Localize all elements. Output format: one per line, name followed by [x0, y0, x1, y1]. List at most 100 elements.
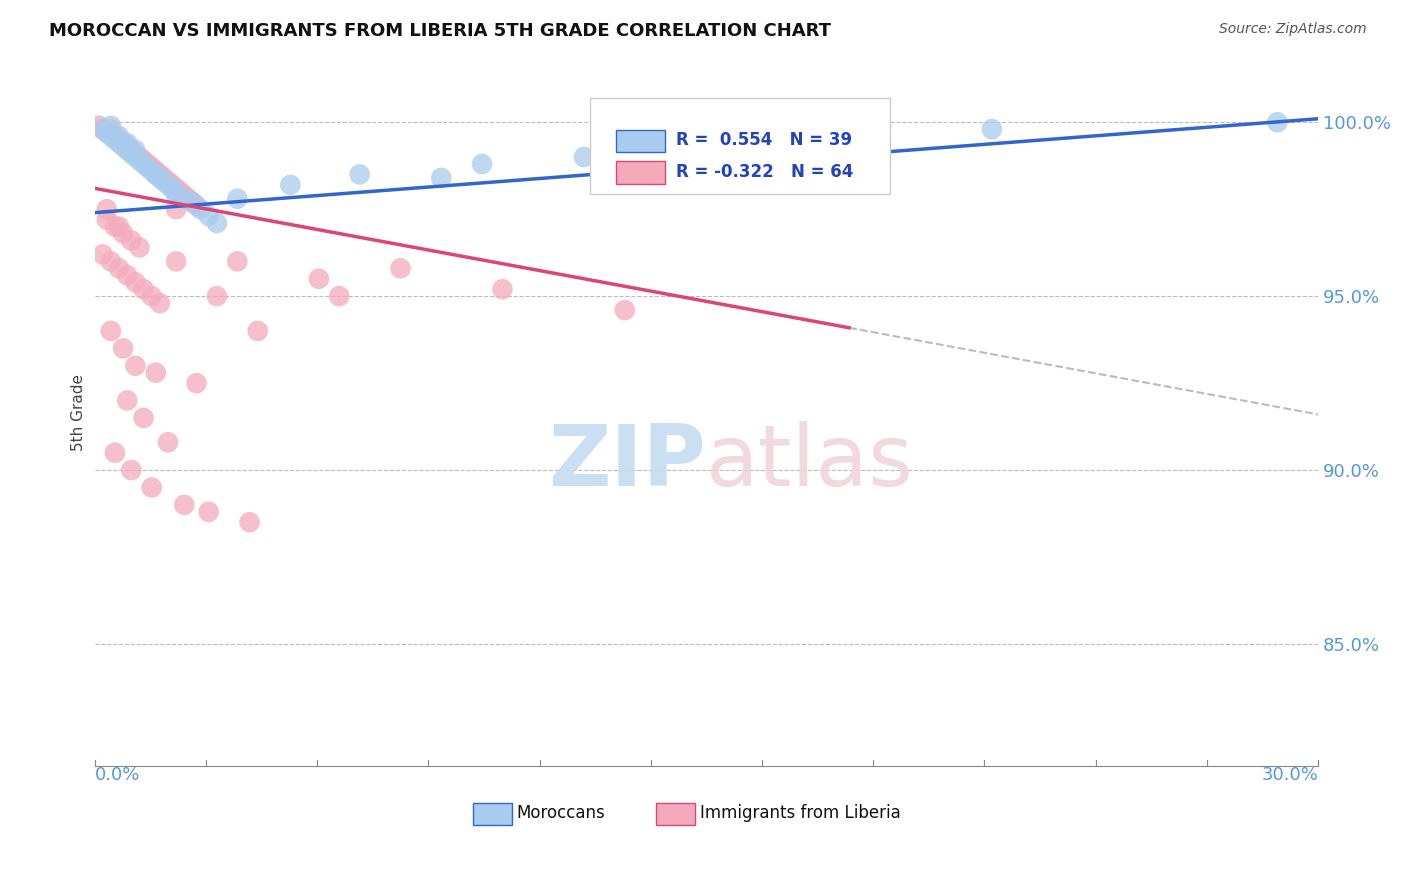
- Point: [141, 164, 163, 178]
- Point: [145, 168, 167, 182]
- Point: [169, 185, 191, 199]
- Point: [91, 122, 114, 136]
- Point: [226, 192, 249, 206]
- Point: [160, 181, 183, 195]
- Point: [197, 505, 219, 519]
- FancyBboxPatch shape: [472, 803, 512, 825]
- Point: [115, 143, 138, 157]
- Point: [108, 261, 131, 276]
- Y-axis label: 5th Grade: 5th Grade: [72, 374, 86, 451]
- Text: 0.0%: 0.0%: [94, 766, 141, 784]
- Point: [181, 195, 204, 210]
- FancyBboxPatch shape: [591, 98, 890, 194]
- Point: [96, 126, 118, 140]
- Point: [349, 168, 371, 182]
- Point: [190, 202, 212, 217]
- Point: [308, 272, 330, 286]
- Point: [87, 119, 110, 133]
- Point: [613, 303, 636, 318]
- Point: [165, 188, 187, 202]
- FancyBboxPatch shape: [616, 129, 665, 153]
- Point: [132, 282, 155, 296]
- Point: [186, 376, 208, 391]
- Point: [104, 129, 127, 144]
- Point: [165, 202, 187, 217]
- Point: [141, 289, 163, 303]
- Point: [1267, 115, 1289, 129]
- Point: [246, 324, 269, 338]
- Point: [100, 122, 122, 136]
- Point: [145, 164, 167, 178]
- Point: [124, 143, 146, 157]
- Point: [136, 157, 159, 171]
- Point: [756, 133, 779, 147]
- Point: [328, 289, 350, 303]
- Point: [128, 153, 150, 168]
- Point: [100, 129, 122, 144]
- Point: [145, 168, 167, 182]
- Point: [108, 219, 131, 234]
- Point: [120, 146, 142, 161]
- Point: [108, 133, 131, 147]
- Point: [153, 170, 176, 185]
- FancyBboxPatch shape: [657, 803, 696, 825]
- Point: [120, 234, 142, 248]
- Point: [156, 435, 179, 450]
- Point: [173, 188, 195, 202]
- Point: [132, 157, 155, 171]
- Point: [112, 136, 135, 150]
- Point: [165, 254, 187, 268]
- Point: [153, 174, 176, 188]
- Point: [104, 133, 127, 147]
- Point: [115, 139, 138, 153]
- Point: [177, 192, 200, 206]
- Point: [132, 153, 155, 168]
- Point: [124, 275, 146, 289]
- Point: [91, 122, 114, 136]
- Point: [104, 219, 127, 234]
- Point: [165, 185, 187, 199]
- Point: [132, 411, 155, 425]
- Point: [96, 202, 118, 217]
- Point: [115, 136, 138, 150]
- FancyBboxPatch shape: [616, 161, 665, 184]
- Point: [389, 261, 412, 276]
- Point: [173, 192, 195, 206]
- Text: R =  0.554   N = 39: R = 0.554 N = 39: [676, 131, 852, 149]
- Point: [120, 143, 142, 157]
- Point: [173, 498, 195, 512]
- Point: [226, 254, 249, 268]
- Point: [128, 240, 150, 254]
- Point: [100, 324, 122, 338]
- Point: [238, 516, 260, 530]
- Point: [160, 178, 183, 192]
- Point: [181, 195, 204, 210]
- Point: [149, 168, 172, 182]
- Point: [120, 463, 142, 477]
- Point: [108, 136, 131, 150]
- Text: Moroccans: Moroccans: [516, 804, 606, 822]
- Point: [124, 359, 146, 373]
- Text: R = -0.322   N = 64: R = -0.322 N = 64: [676, 163, 853, 181]
- Point: [141, 161, 163, 175]
- Point: [100, 119, 122, 133]
- Text: Immigrants from Liberia: Immigrants from Liberia: [700, 804, 901, 822]
- Point: [124, 150, 146, 164]
- Point: [165, 181, 187, 195]
- Point: [205, 289, 228, 303]
- Point: [108, 129, 131, 144]
- Point: [136, 161, 159, 175]
- Point: [112, 139, 135, 153]
- Point: [145, 366, 167, 380]
- Point: [186, 199, 208, 213]
- Text: Source: ZipAtlas.com: Source: ZipAtlas.com: [1219, 22, 1367, 37]
- Text: atlas: atlas: [706, 421, 914, 504]
- Point: [471, 157, 494, 171]
- Point: [128, 150, 150, 164]
- Point: [149, 296, 172, 310]
- Point: [91, 247, 114, 261]
- Point: [980, 122, 1002, 136]
- Point: [156, 174, 179, 188]
- Point: [491, 282, 513, 296]
- Text: MOROCCAN VS IMMIGRANTS FROM LIBERIA 5TH GRADE CORRELATION CHART: MOROCCAN VS IMMIGRANTS FROM LIBERIA 5TH …: [49, 22, 831, 40]
